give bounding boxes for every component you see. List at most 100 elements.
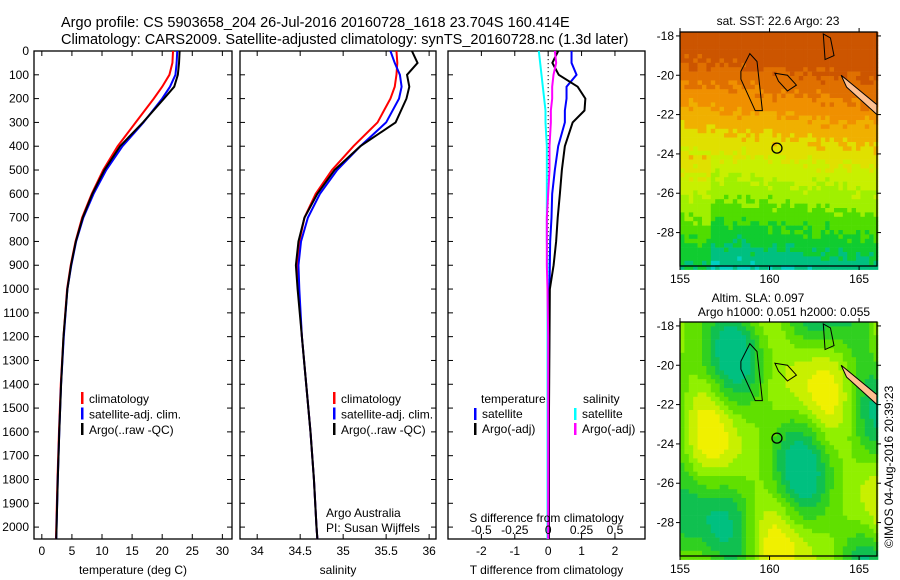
map-cell bbox=[838, 458, 844, 464]
map-cell bbox=[768, 484, 773, 490]
map-cell bbox=[732, 67, 738, 72]
map-cell bbox=[737, 392, 742, 398]
map-cell bbox=[680, 58, 685, 64]
map-cell bbox=[860, 427, 866, 433]
map-cell bbox=[838, 471, 844, 477]
map-cell bbox=[684, 458, 690, 464]
map-cell bbox=[746, 432, 751, 437]
map-cell bbox=[807, 335, 813, 340]
map-cell bbox=[847, 128, 852, 134]
map-cell bbox=[781, 330, 786, 336]
map-cell bbox=[820, 330, 826, 336]
map-cell bbox=[790, 32, 795, 37]
map-cell bbox=[750, 335, 756, 340]
map-cell bbox=[724, 203, 729, 209]
map-cell bbox=[794, 164, 800, 169]
map-cell bbox=[693, 203, 698, 209]
map-cell bbox=[856, 489, 861, 494]
map-cell bbox=[864, 511, 870, 516]
sst-map bbox=[680, 32, 879, 270]
x-axis-label: T difference from climatology bbox=[470, 563, 624, 577]
map-cell bbox=[829, 322, 835, 327]
map-cell bbox=[798, 344, 804, 349]
map-cell bbox=[851, 467, 857, 472]
map-cell bbox=[825, 449, 830, 455]
map-cell bbox=[785, 234, 791, 240]
map-cell bbox=[715, 181, 720, 187]
map-cell bbox=[710, 326, 716, 332]
map-cell bbox=[750, 432, 756, 437]
map-cell bbox=[768, 159, 773, 165]
map-cell bbox=[706, 221, 712, 226]
map-cell bbox=[807, 383, 813, 389]
map-cell bbox=[816, 221, 822, 226]
map-cell bbox=[710, 498, 716, 503]
map-cell bbox=[864, 344, 870, 349]
map-cell bbox=[794, 484, 800, 490]
map-cell bbox=[873, 489, 879, 494]
map-cell bbox=[759, 194, 764, 200]
map-cell bbox=[847, 449, 852, 455]
map-cell bbox=[842, 506, 848, 512]
map-cell bbox=[820, 102, 826, 108]
map-cell bbox=[790, 392, 795, 398]
map-cell bbox=[759, 67, 764, 72]
map-cell bbox=[838, 247, 844, 253]
map-cell bbox=[794, 506, 800, 512]
map-cell bbox=[724, 357, 729, 362]
map-cell bbox=[825, 111, 830, 116]
map-cell bbox=[807, 432, 813, 437]
map-cell bbox=[816, 93, 822, 99]
map-cell bbox=[768, 489, 773, 494]
map-cell bbox=[724, 379, 729, 384]
map-cell bbox=[834, 137, 839, 143]
map-cell bbox=[741, 115, 747, 121]
map-cell bbox=[750, 164, 756, 169]
map-cell bbox=[820, 401, 826, 406]
map-cell bbox=[781, 256, 786, 262]
map-cell bbox=[772, 124, 778, 130]
map-cell bbox=[746, 190, 751, 196]
map-cell bbox=[838, 203, 844, 209]
map-cell bbox=[759, 414, 764, 420]
map-cell bbox=[737, 379, 742, 384]
map-cell bbox=[790, 256, 795, 262]
map-cell bbox=[847, 427, 852, 433]
map-cell bbox=[763, 32, 769, 37]
map-cell bbox=[856, 265, 861, 270]
map-cell bbox=[732, 133, 738, 138]
map-cell bbox=[746, 471, 751, 477]
map-cell bbox=[856, 76, 861, 81]
map-cell bbox=[873, 467, 879, 472]
map-cell bbox=[737, 216, 742, 222]
map-cell bbox=[847, 102, 852, 108]
map-cell bbox=[829, 454, 835, 459]
map-cell bbox=[702, 352, 707, 358]
map-cell bbox=[706, 370, 712, 376]
map-cell bbox=[860, 49, 866, 55]
map-cell bbox=[697, 445, 703, 450]
map-cell bbox=[869, 133, 874, 138]
map-cell bbox=[825, 506, 830, 512]
map-cell bbox=[856, 418, 861, 424]
map-cell bbox=[688, 67, 694, 72]
map-cell bbox=[715, 396, 720, 402]
map-cell bbox=[860, 32, 866, 37]
y-tick-label: 1400 bbox=[2, 377, 29, 391]
map-cell bbox=[732, 401, 738, 406]
map-cell bbox=[724, 80, 729, 86]
map-cell bbox=[851, 423, 857, 428]
map-cell bbox=[798, 265, 804, 270]
map-cell bbox=[842, 252, 848, 257]
map-cell bbox=[737, 265, 742, 270]
map-cell bbox=[860, 230, 866, 235]
map-cell bbox=[763, 458, 769, 464]
map-cell bbox=[680, 366, 685, 371]
map-cell bbox=[820, 49, 826, 55]
map-cell bbox=[785, 243, 791, 248]
map-cell bbox=[816, 168, 822, 174]
map-cell bbox=[710, 102, 716, 108]
map-cell bbox=[838, 467, 844, 472]
map-cell bbox=[803, 190, 808, 196]
map-cell bbox=[864, 199, 870, 204]
